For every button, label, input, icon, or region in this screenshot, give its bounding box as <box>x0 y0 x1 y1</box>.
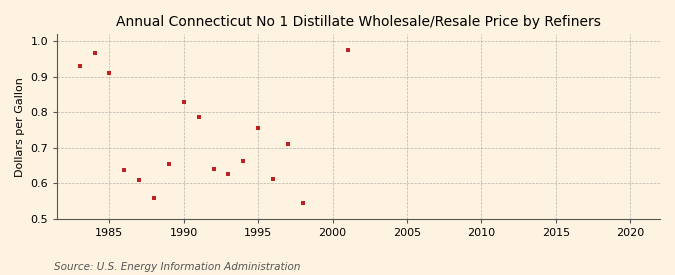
Point <box>104 70 115 75</box>
Point <box>148 196 159 200</box>
Point <box>208 167 219 171</box>
Point <box>89 51 100 55</box>
Point <box>163 161 174 166</box>
Point <box>178 100 189 104</box>
Point <box>342 47 353 52</box>
Point <box>223 171 234 176</box>
Point <box>134 178 144 182</box>
Title: Annual Connecticut No 1 Distillate Wholesale/Resale Price by Refiners: Annual Connecticut No 1 Distillate Whole… <box>116 15 601 29</box>
Point <box>283 142 294 146</box>
Point <box>298 200 308 205</box>
Point <box>268 177 279 182</box>
Point <box>74 64 85 68</box>
Point <box>253 126 264 131</box>
Point <box>119 168 130 172</box>
Text: Source: U.S. Energy Information Administration: Source: U.S. Energy Information Administ… <box>54 262 300 272</box>
Point <box>238 159 249 163</box>
Y-axis label: Dollars per Gallon: Dollars per Gallon <box>15 77 25 177</box>
Point <box>193 115 204 119</box>
